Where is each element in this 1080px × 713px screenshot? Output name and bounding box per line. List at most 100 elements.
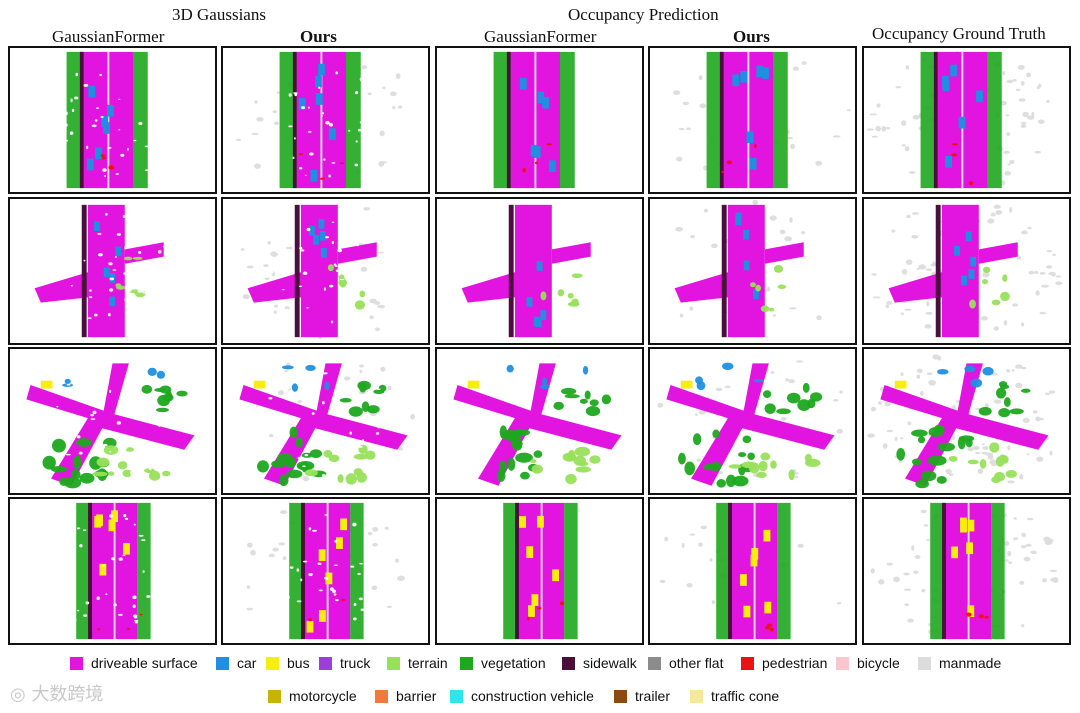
panel-row4-gaussianformer-gaussians <box>8 497 217 645</box>
occupancy-render <box>240 204 385 340</box>
legend-swatch <box>216 656 229 670</box>
legend-label: truck <box>340 655 371 671</box>
column-header-ground-truth: Occupancy Ground Truth <box>872 24 1046 43</box>
legend-item-driveable-surface: driveable surface <box>70 655 198 671</box>
legend-label: bus <box>287 655 310 671</box>
panel-row3-ours-gaussians <box>221 347 430 495</box>
group-header-occupancy-prediction: Occupancy Prediction <box>568 5 719 24</box>
legend-label: sidewalk <box>583 655 637 671</box>
column-header-ours-gaussians: Ours <box>300 27 337 46</box>
occupancy-render <box>461 204 591 338</box>
occupancy-render <box>870 502 1059 640</box>
occupancy-render <box>659 502 842 640</box>
legend-swatch <box>375 689 388 703</box>
legend-label: terrain <box>408 655 448 671</box>
column-header-gaussianformer-occupancy: GaussianFormer <box>484 27 597 46</box>
column-header-ours-occupancy: Ours <box>733 27 770 46</box>
legend-swatch <box>648 656 661 670</box>
legend-item-bicycle: bicycle <box>836 655 900 671</box>
occupancy-render <box>871 204 1063 338</box>
legend-swatch <box>562 656 575 670</box>
occupancy-render <box>239 362 415 486</box>
legend-swatch <box>319 656 332 670</box>
panel-row4-ours-gaussians <box>221 497 430 645</box>
legend-item-sidewalk: sidewalk <box>562 655 637 671</box>
occupancy-render <box>503 502 578 640</box>
panel-row3-gaussianformer-gaussians <box>8 347 217 495</box>
legend-swatch <box>690 689 703 703</box>
legend-item-terrain: terrain <box>387 655 448 671</box>
legend-label: traffic cone <box>711 688 780 704</box>
panel-row2-ours-gaussians <box>221 197 430 345</box>
panel-row2-gaussianformer-occupancy <box>435 197 644 345</box>
panel-row1-ours-gaussians <box>221 46 430 194</box>
occupancy-render <box>674 199 822 338</box>
legend-label: driveable surface <box>91 655 198 671</box>
legend-swatch <box>268 689 281 703</box>
legend-item-car: car <box>216 655 256 671</box>
legend-item-barrier: barrier <box>375 688 436 704</box>
legend-label: trailer <box>635 688 671 704</box>
occupancy-render <box>867 354 1056 489</box>
panel-row2-ours-occupancy <box>648 197 857 345</box>
legend-label: pedestrian <box>762 655 828 671</box>
panel-row2-gaussianformer-gaussians <box>8 197 217 345</box>
group-header-3d-gaussians: 3D Gaussians <box>172 5 266 24</box>
legend-item-motorcycle: motorcycle <box>268 688 357 704</box>
panel-row4-ours-occupancy <box>648 497 857 645</box>
panel-row3-gaussianformer-occupancy <box>435 347 644 495</box>
watermark-logo-icon: ◎ <box>10 684 32 705</box>
legend-item-other-flat: other flat <box>648 655 723 671</box>
legend-swatch <box>387 656 400 670</box>
legend-item-vegetation: vegetation <box>460 655 546 671</box>
panel-row4-gaussianformer-occupancy <box>435 497 644 645</box>
occupancy-render <box>672 51 852 189</box>
watermark: ◎ 大数跨境 <box>10 680 103 706</box>
legend-label: bicycle <box>857 655 900 671</box>
occupancy-render <box>45 502 186 640</box>
legend-label: other flat <box>669 655 724 671</box>
occupancy-render <box>453 363 622 486</box>
legend-label: construction vehicle <box>471 688 594 704</box>
legend-swatch <box>741 656 754 670</box>
panel-row1-gaussianformer-occupancy <box>435 46 644 194</box>
legend-item-truck: truck <box>319 655 370 671</box>
occupancy-render <box>42 51 175 189</box>
legend-item-bus: bus <box>266 655 310 671</box>
legend-swatch <box>460 656 473 670</box>
occupancy-render <box>657 360 843 488</box>
legend-label: barrier <box>396 688 437 704</box>
legend-swatch <box>70 656 83 670</box>
legend-swatch <box>614 689 627 703</box>
panel-row4-ground-truth <box>862 497 1071 645</box>
legend-label: manmade <box>939 655 1002 671</box>
legend-row-1: driveable surface car bus truck terrain … <box>0 655 1080 677</box>
panel-row1-ground-truth <box>862 46 1071 194</box>
legend-item-pedestrian: pedestrian <box>741 655 827 671</box>
legend-item-trailer: trailer <box>614 688 670 704</box>
legend-label: car <box>237 655 257 671</box>
legend-item-construction-vehicle: construction vehicle <box>450 688 594 704</box>
panel-row1-ours-occupancy <box>648 46 857 194</box>
legend-swatch <box>836 656 849 670</box>
occupancy-render <box>235 51 403 189</box>
occupancy-render <box>866 51 1050 189</box>
legend-label: motorcycle <box>289 688 357 704</box>
legend-swatch <box>918 656 931 670</box>
occupancy-render <box>34 204 180 338</box>
legend-label: vegetation <box>481 655 546 671</box>
occupancy-render <box>493 51 575 189</box>
panel-row2-ground-truth <box>862 197 1071 345</box>
column-header-gaussianformer-gaussians: GaussianFormer <box>52 27 165 46</box>
panel-row3-ours-occupancy <box>648 347 857 495</box>
occupancy-render <box>26 363 195 489</box>
legend-item-traffic-cone: traffic cone <box>690 688 779 704</box>
panel-row3-ground-truth <box>862 347 1071 495</box>
legend-row-2: motorcycle barrier construction vehicle … <box>0 688 1080 710</box>
legend-swatch <box>266 656 279 670</box>
watermark-text: 大数跨境 <box>31 684 104 705</box>
legend-swatch <box>450 689 463 703</box>
panel-row1-gaussianformer-gaussians <box>8 46 217 194</box>
legend-item-manmade: manmade <box>918 655 1001 671</box>
occupancy-render <box>246 502 405 640</box>
